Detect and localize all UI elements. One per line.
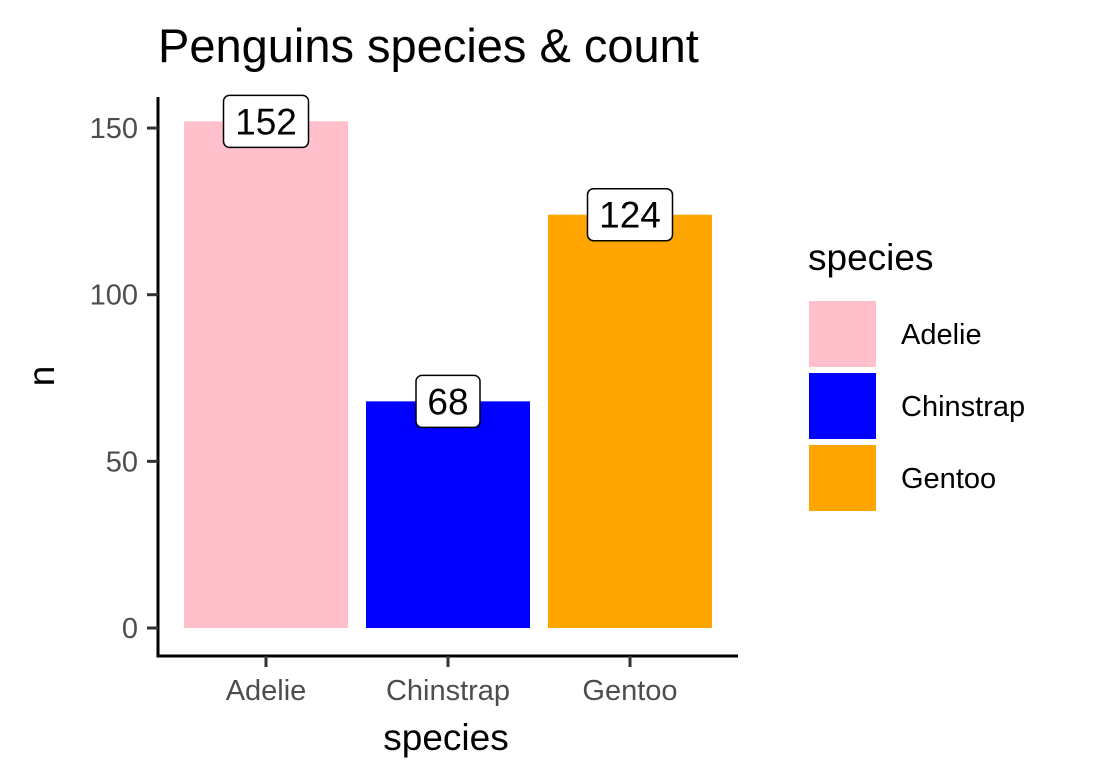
y-tick-label-0: 0 xyxy=(122,613,138,645)
data-label-box-chinstrap xyxy=(415,374,481,429)
chart-title: Penguins species & count xyxy=(158,19,699,72)
x-tick-label-adelie: Adelie xyxy=(226,675,307,707)
legend-key-adelie xyxy=(809,301,876,367)
y-tick-label-150: 150 xyxy=(90,113,138,145)
y-tick-label-50: 50 xyxy=(106,446,138,478)
data-labels-group: 152 68 124 xyxy=(222,94,674,429)
data-label-chinstrap: 68 xyxy=(427,381,468,422)
x-axis-title: species xyxy=(383,717,508,758)
bars-group xyxy=(184,121,712,628)
x-tick-label-gentoo: Gentoo xyxy=(582,675,677,707)
legend: species Adelie Chinstrap Gentoo xyxy=(808,237,1025,511)
legend-label-chinstrap: Chinstrap xyxy=(901,391,1025,423)
x-axis: Adelie Chinstrap Gentoo xyxy=(226,656,678,707)
legend-label-adelie: Adelie xyxy=(901,319,982,351)
x-tick-label-chinstrap: Chinstrap xyxy=(386,675,510,707)
data-label-box-gentoo xyxy=(586,187,674,242)
legend-key-chinstrap xyxy=(809,373,876,439)
data-label-box-adelie xyxy=(222,94,310,149)
legend-key-gentoo xyxy=(809,445,876,511)
bar-adelie xyxy=(184,121,348,628)
legend-title: species xyxy=(808,237,933,278)
bar-gentoo xyxy=(548,214,712,628)
y-tick-label-100: 100 xyxy=(90,280,138,312)
bar-chinstrap xyxy=(366,401,530,628)
y-axis-title: n xyxy=(21,366,62,387)
data-label-adelie: 152 xyxy=(235,101,297,142)
data-label-gentoo: 124 xyxy=(599,195,661,236)
legend-label-gentoo: Gentoo xyxy=(901,463,996,495)
y-axis: 0 50 100 150 xyxy=(90,113,158,645)
